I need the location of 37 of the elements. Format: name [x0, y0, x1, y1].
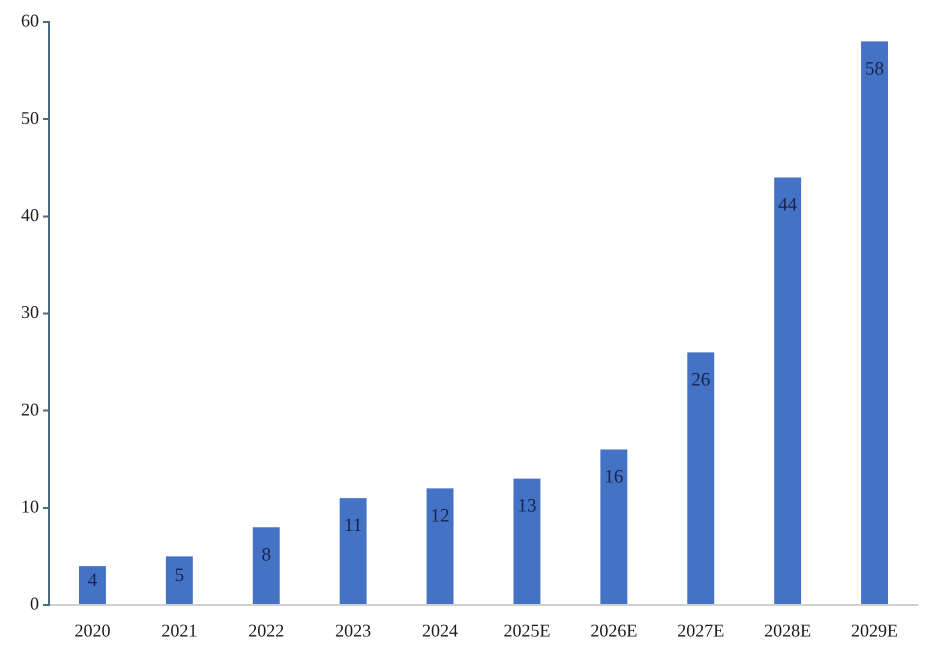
bar — [513, 478, 540, 604]
bar — [78, 566, 106, 604]
x-tick-label: 2024 — [422, 620, 458, 641]
y-tick-label: 30 — [21, 302, 39, 322]
data-label: 5 — [174, 565, 184, 586]
x-tick-label: 2028E — [764, 620, 812, 641]
data-label: 16 — [604, 466, 624, 488]
data-label: 26 — [691, 369, 710, 390]
y-tick-label: 40 — [21, 205, 39, 226]
y-tick-label: 60 — [21, 10, 39, 31]
bar — [252, 527, 280, 604]
y-tick-label: 0 — [30, 594, 39, 614]
x-tick-label: 2023 — [335, 620, 372, 641]
data-label: 8 — [262, 544, 271, 566]
bar — [340, 498, 367, 604]
y-tick-label: 10 — [21, 496, 39, 517]
data-label: 12 — [430, 505, 450, 526]
bar — [687, 352, 714, 604]
x-tick-label: 2026E — [590, 620, 638, 641]
x-tick-label: 2025E — [503, 620, 550, 641]
y-tick-label: 50 — [21, 108, 39, 128]
bar — [600, 450, 628, 604]
data-label: 4 — [88, 570, 98, 592]
x-tick-label: 2020 — [74, 620, 110, 641]
x-tick-label: 2022 — [248, 620, 284, 641]
data-label: 44 — [778, 194, 798, 216]
x-tick-label: 2029E — [851, 620, 898, 641]
x-tick-label: 2021 — [161, 620, 198, 641]
bar — [166, 556, 193, 604]
bar — [426, 488, 454, 604]
data-label: 58 — [865, 58, 884, 80]
bar — [861, 41, 888, 604]
y-tick-label: 20 — [21, 399, 39, 420]
bar — [774, 177, 802, 604]
data-label: 13 — [517, 496, 536, 517]
data-label: 11 — [344, 515, 362, 536]
x-tick-label: 2027E — [677, 620, 724, 641]
